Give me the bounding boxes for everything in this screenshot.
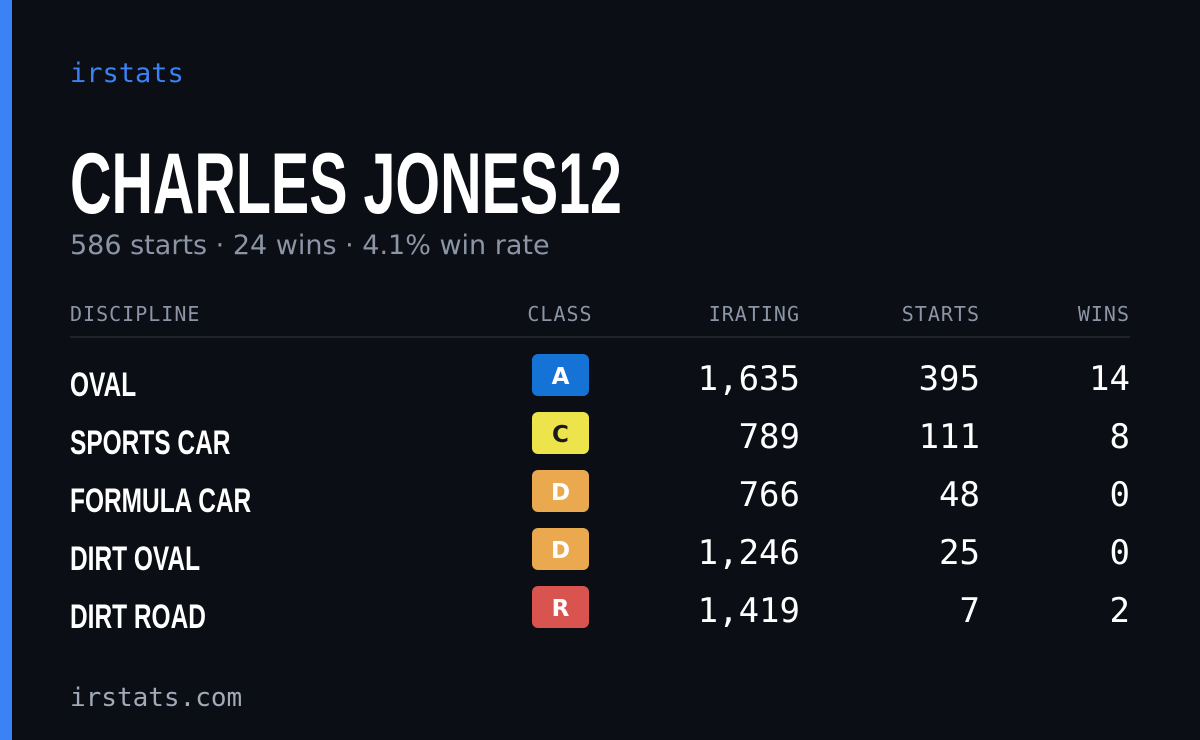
irating: 766	[739, 475, 800, 515]
irating: 1,419	[698, 591, 800, 631]
discipline: SPORTS CAR	[70, 424, 230, 462]
table-body: OVAL A 1,635 395 14 SPORTS CAR C 789 111 8 FORMULA…	[70, 354, 1130, 636]
player-name: CHARLES JONES12	[70, 136, 622, 232]
summary: 586 starts · 24 wins · 4.1% win rate	[70, 230, 550, 261]
starts: 7	[960, 591, 980, 631]
wins: 14	[1089, 359, 1130, 399]
starts: 25	[939, 533, 980, 573]
class-badge	[532, 354, 589, 396]
starts: 111	[919, 417, 980, 457]
class-letter: D	[551, 538, 570, 564]
table-row: FORMULA CAR D 766 48 0	[70, 470, 1130, 520]
irating: 789	[739, 417, 800, 457]
starts: 48	[939, 475, 980, 515]
class-badge	[532, 412, 589, 454]
discipline: OVAL	[70, 366, 136, 404]
class-letter: R	[552, 596, 570, 622]
starts: 395	[919, 359, 980, 399]
table-row: SPORTS CAR C 789 111 8	[70, 412, 1130, 462]
footer-url: irstats.com	[70, 683, 242, 713]
wins: 0	[1110, 475, 1130, 515]
class-badge	[532, 470, 589, 512]
wins: 0	[1110, 533, 1130, 573]
column-header: DISCIPLINE	[70, 302, 200, 326]
irating: 1,246	[698, 533, 800, 573]
accent-bar	[0, 0, 12, 740]
wins: 8	[1110, 417, 1130, 457]
wins: 2	[1110, 591, 1130, 631]
brand: irstats	[70, 58, 184, 89]
class-letter: A	[552, 364, 570, 390]
column-header: STARTS	[902, 302, 980, 326]
table-row: DIRT ROAD R 1,419 7 2	[70, 586, 1130, 636]
class-badge	[532, 528, 589, 570]
column-header: CLASS	[527, 302, 592, 326]
class-badge	[532, 586, 589, 628]
class-letter: D	[551, 480, 570, 506]
table-row: DIRT OVAL D 1,246 25 0	[70, 528, 1130, 578]
irating: 1,635	[698, 359, 800, 399]
discipline: DIRT OVAL	[70, 540, 200, 578]
class-letter: C	[552, 422, 569, 448]
column-header: WINS	[1078, 302, 1130, 326]
table-row: OVAL A 1,635 395 14	[70, 354, 1130, 404]
discipline: DIRT ROAD	[70, 598, 206, 636]
column-header: IRATING	[709, 302, 800, 326]
discipline: FORMULA CAR	[70, 482, 251, 520]
